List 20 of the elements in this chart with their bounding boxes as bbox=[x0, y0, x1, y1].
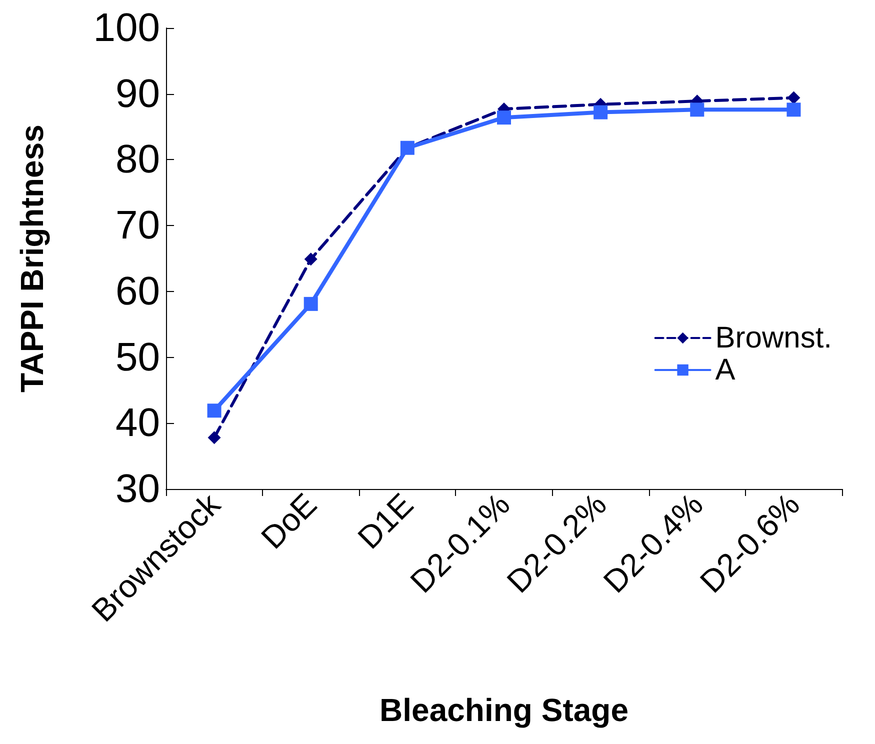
y-tick-label: 40 bbox=[116, 401, 160, 446]
point bbox=[690, 102, 704, 117]
point bbox=[304, 296, 318, 311]
y-tick-label: 50 bbox=[116, 335, 160, 380]
y-axis-title: TAPPI Brightness bbox=[14, 124, 50, 392]
y-tick-label: 80 bbox=[116, 138, 160, 182]
y-tick-label: 100 bbox=[93, 6, 160, 50]
point bbox=[304, 252, 318, 266]
point bbox=[594, 105, 608, 120]
legend-label: Brownst. bbox=[715, 322, 832, 354]
point bbox=[786, 102, 801, 117]
x-axis-title: Bleaching Stage bbox=[380, 692, 628, 728]
point bbox=[207, 404, 222, 418]
y-tick-label: 60 bbox=[116, 269, 160, 314]
point bbox=[497, 110, 511, 125]
y-tick-label: 70 bbox=[116, 204, 160, 248]
legend-label: A bbox=[715, 354, 736, 386]
point bbox=[787, 91, 800, 104]
point bbox=[208, 431, 221, 444]
y-tick-label: 90 bbox=[116, 72, 160, 116]
